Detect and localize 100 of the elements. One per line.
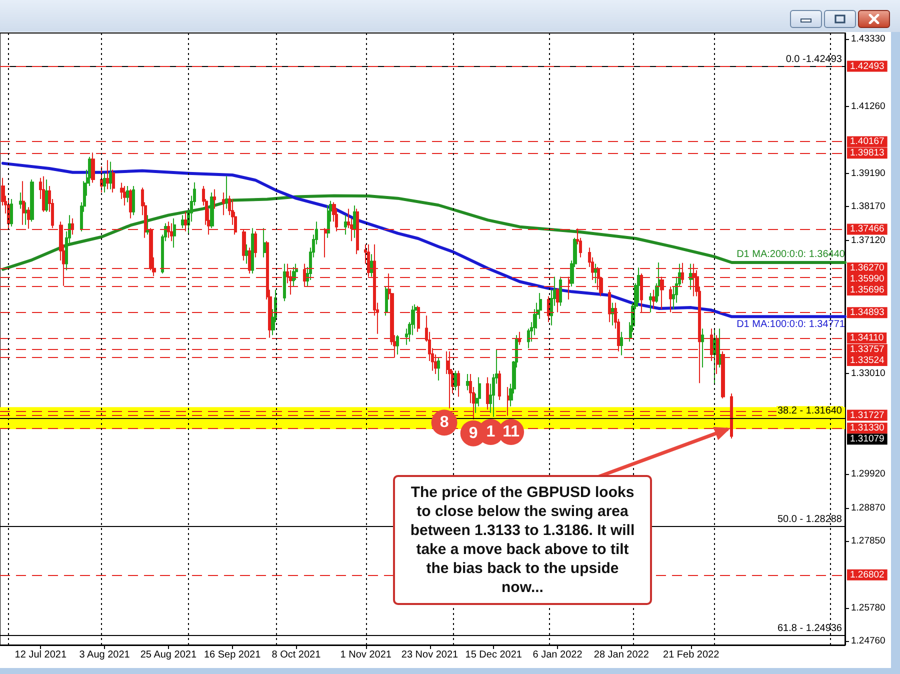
ref-line-label: 1.33524 bbox=[850, 354, 884, 366]
candlestick bbox=[283, 263, 286, 302]
candlestick bbox=[559, 276, 562, 306]
ref-line-label: 1.34893 bbox=[850, 307, 884, 318]
x-tick-label: 1 Nov 2021 bbox=[340, 650, 392, 660]
y-tick-label: 1.43330 bbox=[851, 34, 886, 45]
annotation: 50.0 - 1.28288 bbox=[778, 514, 842, 526]
candlestick bbox=[611, 302, 614, 326]
annotation: The price of the GBPUSD looks to close below the swing area between 1.3133 to 1.3186. It will take a move back above to tilt the bias back to the upside now... bbox=[393, 475, 652, 605]
candlestick bbox=[251, 228, 254, 274]
x-tick-label: 12 Jul 2021 bbox=[14, 650, 67, 660]
x-tick-label: 8 Oct 2021 bbox=[272, 650, 322, 660]
candlestick bbox=[132, 186, 135, 216]
candlestick bbox=[22, 180, 25, 226]
x-tick-label: 25 Aug 2021 bbox=[140, 650, 197, 660]
candlestick bbox=[27, 206, 31, 230]
candlestick bbox=[222, 192, 225, 216]
candlestick bbox=[689, 263, 693, 290]
x-tick-label: 16 Sep 2021 bbox=[204, 650, 262, 660]
candlestick bbox=[210, 192, 214, 229]
ref-line-label: 1.34110 bbox=[850, 332, 884, 344]
candlestick bbox=[19, 192, 22, 210]
candlestick bbox=[213, 188, 216, 210]
candlestick bbox=[344, 214, 347, 236]
line-series bbox=[1, 194, 846, 271]
candlestick bbox=[457, 370, 460, 398]
candlestick bbox=[181, 214, 185, 229]
candlestick bbox=[498, 370, 501, 400]
annotation: 9 bbox=[468, 424, 478, 442]
candlestick bbox=[126, 186, 129, 203]
ref-line-label: 1.42493 bbox=[850, 60, 884, 72]
candlestick bbox=[109, 161, 112, 190]
candlestick bbox=[652, 289, 655, 310]
ref-line-label: 1.33757 bbox=[850, 344, 884, 355]
candlestick bbox=[146, 214, 150, 236]
candlestick bbox=[370, 254, 373, 278]
x-tick-label: 15 Dec 2021 bbox=[465, 650, 522, 660]
y-tick-label: 1.41260 bbox=[851, 100, 886, 112]
y-tick-label: 1.38170 bbox=[851, 200, 886, 212]
candlestick bbox=[225, 176, 228, 210]
candlestick bbox=[701, 328, 704, 368]
ref-line-label: 1.31330 bbox=[850, 422, 884, 434]
candlestick bbox=[620, 331, 623, 356]
candlestick bbox=[396, 334, 399, 356]
ref-line-label: 1.35990 bbox=[850, 274, 884, 285]
candlestick bbox=[245, 244, 248, 264]
series-label: D1 MA:100:0:0: 1.34771 bbox=[736, 319, 846, 330]
x-tick-label: 3 Aug 2021 bbox=[79, 650, 130, 660]
candlestick bbox=[112, 169, 115, 193]
candlestick bbox=[353, 204, 356, 238]
line-series bbox=[1, 162, 846, 318]
x-tick-label: 28 Jan 2022 bbox=[594, 650, 650, 660]
candlestick bbox=[91, 152, 95, 184]
ref-line-label: 1.40167 bbox=[850, 136, 884, 148]
candlestick bbox=[254, 230, 257, 258]
x-tick-label: 21 Feb 2022 bbox=[663, 650, 720, 660]
annotation: 38.2 - 1.31640 bbox=[778, 406, 842, 417]
annotation: 61.8 - 1.24936 bbox=[778, 622, 842, 634]
y-tick-label: 1.28870 bbox=[851, 502, 886, 514]
candlestick bbox=[30, 179, 34, 222]
ref-line-label: 1.36270 bbox=[850, 262, 884, 274]
candlestick bbox=[466, 374, 469, 391]
candlestick bbox=[106, 160, 109, 190]
candlestick bbox=[385, 286, 388, 316]
ref-line-label: 1.35696 bbox=[850, 284, 884, 296]
candlestick bbox=[594, 263, 597, 284]
y-tick-label: 1.37120 bbox=[851, 234, 886, 246]
candlestick bbox=[454, 370, 457, 391]
annotation: 1 bbox=[486, 424, 496, 441]
annotation: 8 bbox=[440, 414, 449, 432]
ref-line-label: 1.31727 bbox=[850, 410, 884, 421]
candlestick bbox=[129, 188, 132, 219]
x-tick-label: 23 Nov 2021 bbox=[401, 650, 459, 660]
candlestick bbox=[719, 328, 722, 368]
candlestick bbox=[45, 179, 48, 212]
ref-line-label: 1.26802 bbox=[850, 569, 884, 580]
series-label: D1 MA:200:0:0: 1.36440 bbox=[736, 249, 846, 260]
text: 1.31079 bbox=[850, 434, 884, 445]
candlestick bbox=[556, 288, 559, 313]
candlestick bbox=[263, 228, 266, 258]
candlestick bbox=[173, 218, 176, 248]
candlestick bbox=[42, 176, 45, 212]
x-tick-label: 6 Jan 2022 bbox=[532, 650, 583, 660]
candlestick bbox=[649, 292, 652, 313]
ref-line-label: 1.39813 bbox=[850, 148, 884, 159]
candlestick bbox=[437, 357, 440, 381]
candlestick bbox=[10, 198, 13, 228]
annotation: 11 bbox=[502, 424, 520, 441]
y-tick-label: 1.29920 bbox=[851, 468, 886, 480]
candlestick bbox=[103, 172, 106, 193]
y-tick-label: 1.39190 bbox=[851, 168, 886, 179]
y-tick-label: 1.33010 bbox=[851, 368, 886, 380]
annotation: 0.0 -1.42493 bbox=[786, 54, 842, 65]
candlestick bbox=[327, 204, 330, 238]
candlestick bbox=[25, 202, 28, 226]
candlestick bbox=[123, 186, 126, 206]
candlestick bbox=[100, 166, 103, 193]
y-tick-label: 1.24760 bbox=[851, 636, 886, 647]
y-tick-label: 1.25780 bbox=[851, 602, 886, 614]
candlestick bbox=[292, 266, 295, 287]
